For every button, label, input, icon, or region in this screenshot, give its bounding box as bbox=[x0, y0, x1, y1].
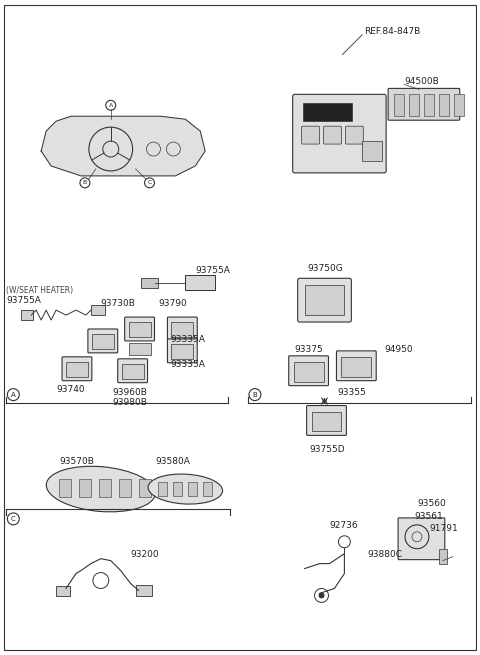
Bar bbox=[294, 362, 324, 382]
Bar bbox=[424, 94, 434, 116]
Text: B: B bbox=[252, 392, 257, 398]
Bar bbox=[59, 479, 71, 497]
Bar bbox=[439, 94, 449, 116]
Text: 93980B: 93980B bbox=[113, 398, 148, 407]
Text: 94950: 94950 bbox=[384, 345, 413, 354]
Text: A: A bbox=[108, 103, 113, 108]
Bar bbox=[203, 482, 212, 496]
Bar bbox=[409, 94, 419, 116]
FancyBboxPatch shape bbox=[346, 126, 363, 144]
Text: 93355: 93355 bbox=[337, 388, 366, 397]
Polygon shape bbox=[41, 116, 205, 176]
Text: A: A bbox=[11, 392, 16, 398]
Text: (W/SEAT HEATER): (W/SEAT HEATER) bbox=[6, 286, 73, 295]
Text: 93335A: 93335A bbox=[170, 335, 205, 345]
Bar bbox=[91, 305, 105, 315]
Text: 93740: 93740 bbox=[56, 385, 84, 394]
Bar bbox=[362, 141, 382, 161]
Bar bbox=[173, 482, 182, 496]
Text: 93960B: 93960B bbox=[113, 388, 148, 397]
Bar bbox=[79, 479, 91, 497]
Text: 93561: 93561 bbox=[414, 512, 443, 521]
Bar bbox=[122, 364, 144, 379]
FancyBboxPatch shape bbox=[168, 339, 197, 363]
Text: 93790: 93790 bbox=[158, 299, 187, 308]
FancyBboxPatch shape bbox=[301, 126, 320, 144]
Bar bbox=[136, 584, 152, 597]
Circle shape bbox=[319, 593, 324, 599]
Text: 93335A: 93335A bbox=[170, 360, 205, 369]
Text: 93375: 93375 bbox=[295, 345, 324, 354]
Bar bbox=[454, 94, 464, 116]
Bar bbox=[158, 482, 168, 496]
Text: 94500B: 94500B bbox=[404, 77, 439, 86]
Bar bbox=[92, 334, 114, 349]
Bar bbox=[141, 278, 158, 288]
Text: 93570B: 93570B bbox=[59, 457, 94, 466]
FancyBboxPatch shape bbox=[168, 317, 197, 341]
Bar bbox=[139, 479, 151, 497]
Text: C: C bbox=[11, 516, 16, 522]
Ellipse shape bbox=[148, 474, 223, 504]
FancyBboxPatch shape bbox=[298, 278, 351, 322]
Text: 92736: 92736 bbox=[329, 521, 358, 531]
Bar bbox=[185, 275, 215, 290]
Bar bbox=[305, 285, 344, 315]
Bar bbox=[171, 322, 193, 337]
Text: C: C bbox=[147, 180, 152, 185]
Bar bbox=[312, 411, 341, 432]
FancyBboxPatch shape bbox=[388, 88, 460, 121]
Bar bbox=[341, 357, 371, 377]
Ellipse shape bbox=[46, 466, 156, 512]
FancyBboxPatch shape bbox=[293, 94, 386, 173]
Text: 93580A: 93580A bbox=[156, 457, 191, 466]
FancyBboxPatch shape bbox=[88, 329, 118, 353]
Text: 93200: 93200 bbox=[131, 550, 159, 559]
Bar bbox=[99, 479, 111, 497]
Bar bbox=[21, 310, 33, 320]
Bar bbox=[171, 344, 193, 359]
Text: 93750G: 93750G bbox=[308, 264, 343, 273]
Text: 93560: 93560 bbox=[417, 500, 446, 508]
FancyBboxPatch shape bbox=[62, 357, 92, 381]
Text: 91791: 91791 bbox=[429, 525, 457, 533]
FancyBboxPatch shape bbox=[398, 518, 445, 559]
Bar bbox=[302, 103, 352, 121]
Bar bbox=[394, 94, 404, 116]
Text: B: B bbox=[83, 180, 87, 185]
Text: REF.84-847B: REF.84-847B bbox=[364, 28, 420, 36]
FancyBboxPatch shape bbox=[288, 356, 328, 386]
FancyBboxPatch shape bbox=[143, 138, 184, 160]
FancyBboxPatch shape bbox=[118, 359, 147, 383]
Text: 93755A: 93755A bbox=[195, 266, 230, 275]
Bar bbox=[129, 322, 151, 337]
Text: 93755A: 93755A bbox=[6, 295, 41, 305]
Bar bbox=[56, 586, 70, 597]
Bar bbox=[66, 362, 88, 377]
FancyBboxPatch shape bbox=[307, 405, 347, 436]
Bar bbox=[439, 549, 447, 563]
FancyBboxPatch shape bbox=[324, 126, 341, 144]
Bar bbox=[188, 482, 197, 496]
Text: 93755D: 93755D bbox=[310, 445, 345, 454]
Bar bbox=[129, 343, 151, 355]
Bar bbox=[119, 479, 131, 497]
Text: 93880C: 93880C bbox=[367, 550, 402, 559]
Text: 93730B: 93730B bbox=[101, 299, 136, 308]
FancyBboxPatch shape bbox=[336, 351, 376, 381]
FancyBboxPatch shape bbox=[125, 317, 155, 341]
